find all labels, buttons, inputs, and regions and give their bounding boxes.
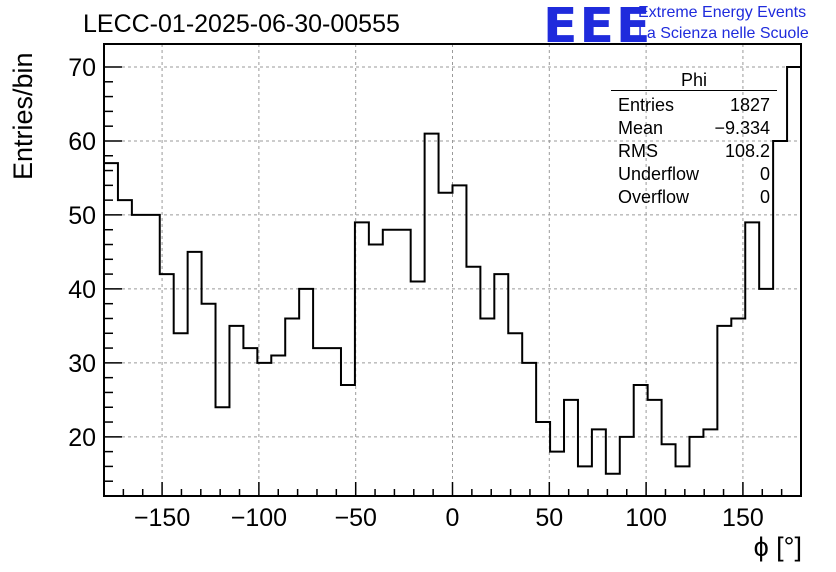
y-axis-label: Entries/bin (8, 52, 38, 180)
stats-value: 108.2 (724, 141, 770, 161)
logo-subtitle-1: Extreme Energy Events (638, 4, 807, 21)
x-tick-label: 0 (446, 504, 460, 532)
stats-title: Phi (611, 70, 777, 91)
y-tick-label: 30 (68, 350, 96, 378)
y-tick-labels: 20 30 40 50 60 70 (68, 54, 96, 452)
axis-ticks (104, 66, 783, 496)
eee-logo-block: EEE Extreme Energy Events La Scienza nel… (543, 0, 833, 54)
x-tick-label: −50 (334, 504, 376, 532)
x-tick-label: 50 (535, 504, 563, 532)
x-tick-label: −150 (134, 504, 190, 532)
x-tick-label: −100 (231, 504, 287, 532)
stats-label: Overflow (618, 187, 690, 207)
stats-row-underflow: Underflow 0 (611, 163, 777, 186)
x-tick-label: 100 (625, 504, 667, 532)
y-tick-label: 60 (68, 128, 96, 156)
x-tick-label: 150 (722, 504, 764, 532)
stats-value: −9.334 (714, 118, 770, 138)
histogram-line (104, 66, 801, 475)
stats-label: Underflow (618, 164, 700, 184)
stats-row-overflow: Overflow 0 (611, 186, 777, 209)
stats-row-mean: Mean −9.334 (611, 117, 777, 140)
stats-value: 0 (759, 164, 770, 184)
logo-subtitle-2: La Scienza nelle Scuole (638, 25, 809, 42)
stats-row-rms: RMS 108.2 (611, 140, 777, 163)
stats-label: Entries (618, 95, 675, 115)
plot-title: LECC-01-2025-06-30-00555 (83, 10, 400, 38)
x-axis-label: ϕ [°] (753, 532, 802, 562)
stats-box: Phi Entries 1827 Mean −9.334 RMS 108.2 U… (611, 70, 777, 209)
stats-label: Mean (618, 118, 664, 138)
stats-row-entries: Entries 1827 (611, 94, 777, 117)
stats-value: 1827 (729, 95, 770, 115)
stats-label: RMS (618, 141, 658, 161)
y-tick-label: 70 (68, 54, 96, 82)
y-tick-label: 40 (68, 276, 96, 304)
stats-value: 0 (759, 187, 770, 207)
grid-lines (104, 44, 801, 496)
x-tick-labels: −150 −100 −50 0 50 100 150 (134, 504, 764, 532)
y-tick-label: 50 (68, 202, 96, 230)
eee-logo: EEE (543, 0, 653, 54)
y-tick-label: 20 (68, 424, 96, 452)
